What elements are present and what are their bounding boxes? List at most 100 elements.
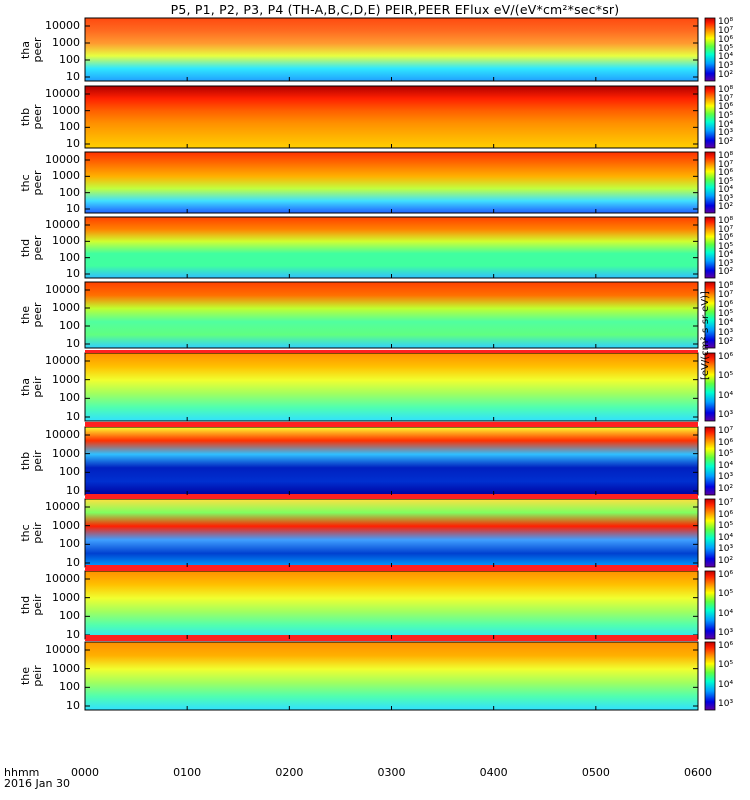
y-tick-label: 10000	[45, 19, 80, 32]
spectrogram-image	[85, 18, 698, 81]
colorbar-tick-label: 10⁴	[718, 52, 734, 63]
y-tick-label: 10	[66, 556, 80, 569]
colorbar-tick-label: 10⁴	[718, 119, 734, 130]
panel-the-peer	[84, 281, 716, 349]
y-tick-label: 10	[66, 137, 80, 150]
colorbar-tick-label: 10³	[718, 410, 734, 420]
time-axis-caption: hhmm 2016 Jan 30	[4, 767, 70, 789]
colorbar-tick-label: 10⁶	[718, 168, 734, 178]
colorbar-tick-label: 10⁸	[718, 17, 734, 27]
colorbar-tick-label: 10⁵	[718, 660, 734, 671]
colorbar-tick-label: 10³	[718, 193, 734, 204]
panel-label: thd peer	[19, 234, 44, 261]
colorbar-tick-label: 10³	[718, 472, 734, 483]
colorbar	[704, 352, 716, 422]
colorbar-tick-label: 10³	[718, 128, 734, 139]
colorbar-tick-label: 10⁶	[718, 570, 734, 580]
colorbar-tick-label: 10⁷	[718, 224, 734, 235]
panel-the-peir	[84, 635, 716, 711]
y-tick-label: 10000	[45, 643, 80, 656]
spectrogram-image	[85, 86, 698, 148]
y-tick-label: 10	[66, 628, 80, 641]
colorbar-tick-label: 10⁵	[718, 371, 734, 382]
colorbar-tick-label: 10⁶	[718, 299, 734, 310]
colorbar-tick-label: 10⁶	[718, 233, 734, 243]
colorbar	[704, 426, 716, 496]
instrument-mode-bar	[85, 494, 698, 499]
date-label: 2016 Jan 30	[4, 777, 70, 790]
y-tick-label: 1000	[52, 518, 80, 532]
colorbar-tick-label: 10⁷	[718, 426, 734, 436]
colorbar-tick-label: 10²	[718, 484, 734, 494]
colorbar-tick-label: 10⁸	[718, 281, 734, 291]
y-tick-label: 1000	[52, 590, 80, 604]
panel-thd-peer	[84, 216, 716, 279]
spectrogram-image	[85, 571, 698, 639]
colorbar-tick-label: 10⁸	[718, 151, 734, 161]
panel-tha-peer	[84, 17, 716, 82]
colorbar-tick-label: 10⁶	[718, 102, 734, 113]
y-tick-label: 10000	[45, 283, 80, 296]
panel-thb-peir	[84, 422, 716, 496]
x-tick-label: 0200	[275, 766, 304, 779]
colorbar-tick-label: 10⁵	[718, 589, 734, 600]
y-tick-label: 10	[66, 484, 80, 497]
colorbar-tick-label: 10⁵	[718, 449, 734, 460]
colorbar-tick-label: 10⁶	[718, 352, 734, 362]
panel-thc-peir	[84, 494, 716, 568]
panel-label: thc peir	[19, 522, 44, 544]
y-tick-label: 10000	[45, 218, 80, 231]
colorbar	[704, 641, 716, 711]
colorbar-tick-label: 10⁵	[718, 176, 734, 187]
colorbar-tick-label: 10⁵	[718, 241, 734, 252]
chart-title: P5, P1, P2, P3, P4 (TH-A,B,C,D,E) PEIR,P…	[170, 2, 620, 17]
colorbar	[704, 216, 716, 279]
colorbar-tick-label: 10⁴	[718, 390, 734, 401]
spectrogram-image	[85, 217, 698, 278]
colorbar-tick-label: 10⁴	[718, 679, 734, 690]
x-tick-label: 0100	[173, 766, 202, 779]
colorbar	[704, 498, 716, 568]
panel-tha-peir	[84, 350, 716, 422]
instrument-mode-bar	[85, 422, 698, 427]
x-tick-label: 0600	[684, 766, 712, 779]
colorbar-tick-label: 10²	[718, 337, 734, 347]
colorbar	[704, 17, 716, 82]
y-tick-label: 100	[59, 680, 80, 694]
y-tick-label: 100	[59, 185, 80, 199]
panel-label: thb peer	[19, 104, 44, 130]
y-tick-label: 100	[59, 53, 80, 66]
panel-label: the peer	[19, 302, 44, 328]
y-tick-label: 10000	[45, 428, 80, 441]
y-tick-label: 10000	[45, 354, 80, 367]
y-tick-label: 100	[59, 391, 80, 405]
y-tick-label: 100	[59, 537, 80, 551]
colorbar-tick-label: 10⁶	[718, 34, 734, 45]
panel-label: thd peir	[19, 594, 44, 616]
y-tick-label: 1000	[52, 169, 80, 183]
colorbar	[704, 570, 716, 640]
panel-thd-peir	[84, 565, 716, 640]
colorbar	[704, 85, 716, 149]
colorbar-tick-label: 10⁵	[718, 43, 734, 54]
y-tick-label: 10	[66, 70, 80, 83]
y-tick-label: 1000	[52, 301, 80, 314]
time-format-label: hhmm	[4, 766, 40, 779]
panel-thc-peer	[84, 151, 716, 214]
y-tick-label: 10000	[45, 87, 80, 100]
colorbar-tick-label: 10⁷	[718, 498, 734, 508]
instrument-mode-bar	[85, 350, 698, 353]
colorbar-tick-label: 10²	[718, 267, 734, 277]
y-tick-label: 10000	[45, 153, 80, 166]
colorbar-tick-label: 10⁷	[718, 290, 734, 301]
colorbar-tick-label: 10⁵	[718, 309, 734, 319]
spectrogram-image	[85, 499, 698, 567]
y-tick-label: 1000	[52, 661, 80, 675]
y-tick-label: 100	[59, 120, 80, 134]
colorbar-tick-label: 10²	[718, 202, 734, 212]
colorbar-tick-label: 10⁸	[718, 216, 734, 226]
y-tick-label: 100	[59, 319, 80, 332]
colorbar-tick-label: 10³	[718, 327, 734, 338]
spectrogram-image	[85, 353, 698, 421]
